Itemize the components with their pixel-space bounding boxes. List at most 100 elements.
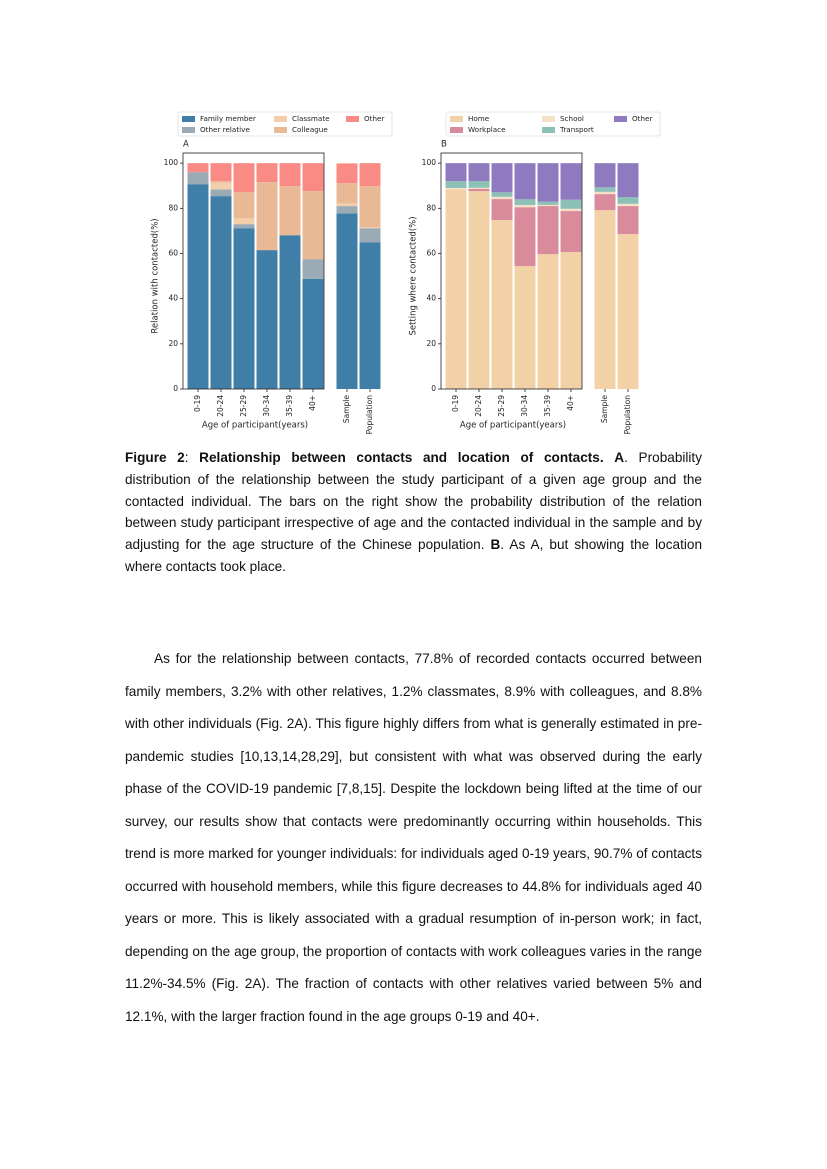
x-tick-label: 35-39: [543, 395, 552, 417]
bar-segment: [187, 172, 209, 185]
panel-label: B: [441, 140, 447, 150]
x-axis-label: Age of participant(years): [202, 421, 308, 431]
bar-segment: [445, 181, 467, 189]
y-tick-label: 40: [168, 294, 178, 303]
legend-label: Other: [364, 114, 384, 123]
bar-segment: [336, 183, 358, 204]
bar-segment: [617, 203, 639, 207]
bar-segment: [594, 163, 616, 188]
x-tick-label: 40+: [308, 395, 317, 411]
bar-segment: [514, 204, 536, 208]
legend-swatch: [182, 127, 195, 133]
legend-label: Home: [468, 114, 490, 123]
bar-segment: [233, 192, 255, 219]
body-paragraph: As for the relationship between contacts…: [125, 651, 702, 1024]
x-tick-label: 20-24: [216, 395, 225, 417]
y-tick-label: 20: [168, 339, 178, 348]
panel-label: A: [183, 140, 189, 150]
x-tick-label: 30-34: [520, 395, 529, 417]
bar-segment: [468, 191, 490, 389]
x-tick-label: 35-39: [285, 395, 294, 417]
y-tick-label: 0: [431, 384, 436, 393]
bar-segment: [514, 207, 536, 267]
bar-segment: [336, 206, 358, 214]
x-tick-label: 25-29: [497, 395, 506, 417]
bar-segment: [560, 163, 582, 200]
figure: 0 20 40 60 80 100 0-19 20-24 25-29 30-34 35-39 40+ S…: [151, 111, 661, 434]
caption-text: [604, 450, 615, 465]
bar-segment: [336, 203, 358, 207]
bar-segment: [302, 259, 324, 279]
legend-swatch: [450, 127, 463, 133]
y-tick-label: 80: [168, 203, 178, 212]
x-tick-label: 40+: [566, 395, 575, 411]
bar-segment: [560, 208, 582, 212]
bar-segment: [514, 163, 536, 200]
legend-swatch: [182, 116, 195, 122]
y-tick-label: 100: [164, 158, 179, 167]
legend-label: School: [560, 114, 584, 123]
bar-segment: [617, 234, 639, 389]
y-tick-label: 40: [426, 294, 436, 303]
bar-segment: [468, 181, 490, 188]
bar-segment: [537, 163, 559, 202]
bar-segment: [537, 254, 559, 389]
x-tick-label: 25-29: [239, 395, 248, 417]
bar-segment: [279, 235, 301, 389]
plot-frame: [182, 152, 325, 390]
bar-segment: [336, 163, 358, 184]
bar-segment: [491, 220, 513, 389]
bar-segment: [279, 163, 301, 187]
x-tick-label: Sample: [342, 395, 351, 424]
bar-segment: [233, 228, 255, 389]
bar-segment: [491, 196, 513, 200]
bar-segment: [617, 197, 639, 204]
legend-label: Classmate: [292, 114, 330, 123]
figure-caption: Figure 2: Relationship between contacts …: [125, 447, 702, 578]
bar-segment: [537, 206, 559, 255]
bar-segment: [210, 189, 232, 197]
bar-segment: [514, 199, 536, 205]
legend-label: Workplace: [468, 125, 506, 134]
x-axis-label: Age of participant(years): [460, 421, 566, 431]
legend-swatch: [542, 116, 555, 122]
bar-segment: [359, 228, 381, 243]
bar-segment: [302, 191, 324, 260]
bar-segment: [468, 188, 490, 192]
legend-box: [177, 111, 393, 137]
bar-segment: [359, 163, 381, 187]
bar-segment: [233, 218, 255, 225]
bar-segment: [468, 163, 490, 182]
bar-segment: [491, 199, 513, 221]
bar-segment: [514, 266, 536, 389]
caption-panel: A: [614, 450, 625, 465]
bar-segment: [491, 192, 513, 197]
legend-swatch: [274, 116, 287, 122]
bar-segment: [359, 242, 381, 389]
bar-segment: [210, 182, 232, 190]
bar-segment: [491, 163, 513, 193]
caption-text: :: [184, 450, 200, 465]
y-axis-label: Relation with contacted(%): [151, 218, 161, 333]
legend-label: Colleague: [292, 125, 328, 134]
y-tick-label: 80: [426, 203, 436, 212]
bar-segment: [359, 227, 381, 229]
bar-segment: [302, 278, 324, 389]
y-tick-label: 60: [168, 248, 178, 257]
y-axis-label: Setting where contacted(%): [409, 216, 419, 335]
bar-segment: [187, 163, 209, 173]
bar-segment: [210, 196, 232, 389]
y-tick-label: 60: [426, 248, 436, 257]
bar-segment: [617, 206, 639, 235]
x-tick-label: 0-19: [451, 395, 460, 412]
legend-swatch: [346, 116, 359, 122]
bar-segment: [560, 252, 582, 389]
bar-segment: [302, 163, 324, 192]
bar-segment: [187, 184, 209, 389]
y-tick-label: 100: [422, 158, 437, 167]
legend-swatch: [542, 127, 555, 133]
bar-segment: [594, 194, 616, 211]
x-tick-label: Sample: [600, 395, 609, 424]
bar-segment: [445, 163, 467, 182]
caption-text: . Probability distribution of the relati…: [125, 450, 703, 553]
